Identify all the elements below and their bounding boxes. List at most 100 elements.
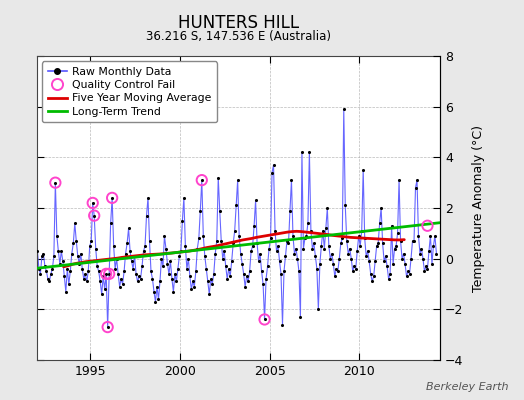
Point (90, 212, 99, 219)
Point (174, 266, 182, 272)
Point (156, 278, 164, 285)
Point (198, 177, 206, 183)
Point (106, 220, 115, 226)
Point (431, 233, 439, 239)
Point (302, 233, 311, 239)
Point (410, 238, 418, 244)
Point (139, 248, 148, 254)
Point (238, 260, 246, 267)
Point (199, 233, 208, 239)
Point (205, 291, 213, 297)
Point (314, 306, 323, 312)
Point (94, 268, 103, 274)
Point (69, 240, 78, 247)
Point (250, 222, 258, 229)
Point (353, 248, 362, 254)
Point (340, 106, 348, 112)
Point (239, 271, 248, 277)
Point (374, 240, 383, 247)
Point (264, 263, 272, 270)
Point (68, 250, 76, 257)
Point (89, 200, 97, 206)
Point (371, 258, 379, 264)
Point (341, 202, 350, 209)
Point (103, 324, 112, 330)
Point (425, 248, 433, 254)
Point (122, 250, 130, 257)
Point (310, 240, 318, 247)
Point (113, 256, 121, 262)
Point (231, 228, 239, 234)
Point (194, 235, 203, 242)
Point (148, 276, 157, 282)
Point (213, 238, 221, 244)
Point (417, 245, 425, 252)
Point (357, 228, 366, 234)
Point (77, 250, 85, 257)
Point (93, 263, 102, 270)
Point (344, 250, 353, 257)
Point (289, 233, 297, 239)
Point (177, 248, 185, 254)
Point (144, 195, 152, 201)
Point (323, 205, 332, 211)
Point (105, 271, 113, 277)
Point (399, 250, 408, 257)
Point (180, 195, 188, 201)
Point (222, 263, 230, 270)
Point (280, 268, 288, 274)
Point (247, 248, 255, 254)
Point (183, 266, 191, 272)
Point (281, 253, 290, 259)
Point (72, 238, 81, 244)
Point (66, 268, 74, 274)
Point (147, 268, 155, 274)
Point (75, 260, 83, 267)
Point (51, 180, 60, 186)
Point (105, 271, 113, 277)
Point (184, 256, 192, 262)
Point (243, 273, 251, 280)
Point (110, 243, 118, 249)
Point (190, 283, 199, 290)
Point (159, 263, 167, 270)
Point (262, 276, 270, 282)
Point (274, 243, 282, 249)
Point (366, 271, 375, 277)
Point (255, 258, 263, 264)
Point (398, 256, 406, 262)
Point (172, 278, 181, 285)
Point (283, 238, 291, 244)
Point (383, 263, 391, 270)
Point (168, 276, 176, 282)
Point (64, 281, 73, 287)
Point (124, 225, 133, 232)
Point (272, 248, 281, 254)
Point (394, 230, 402, 236)
Point (181, 243, 190, 249)
Point (215, 207, 224, 214)
Point (428, 260, 436, 267)
Point (175, 253, 183, 259)
Point (62, 288, 70, 295)
Point (322, 225, 330, 232)
Point (313, 266, 321, 272)
Point (256, 250, 264, 257)
Point (295, 268, 303, 274)
Point (45, 278, 53, 285)
Point (299, 245, 308, 252)
Point (118, 281, 127, 287)
Point (368, 278, 376, 285)
Point (389, 260, 397, 267)
Point (352, 266, 360, 272)
Point (102, 271, 111, 277)
Point (202, 266, 211, 272)
Point (432, 250, 441, 257)
Point (413, 177, 421, 183)
Point (260, 316, 269, 323)
Point (348, 268, 357, 274)
Point (232, 202, 241, 209)
Point (347, 256, 355, 262)
Point (404, 268, 412, 274)
Point (411, 184, 420, 191)
